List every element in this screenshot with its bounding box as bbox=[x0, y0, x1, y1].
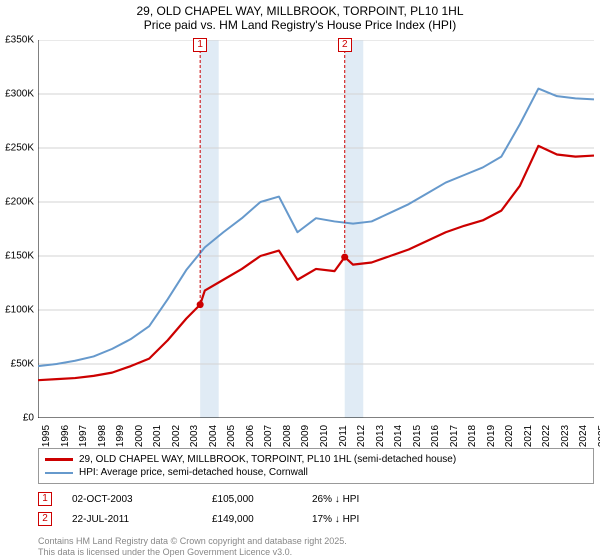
chart-marker-1: 1 bbox=[193, 38, 207, 52]
footer-line-1: Contains HM Land Registry data © Crown c… bbox=[38, 536, 347, 547]
y-tick-label: £150K bbox=[5, 251, 34, 262]
footer-attribution: Contains HM Land Registry data © Crown c… bbox=[38, 536, 347, 558]
legend-swatch bbox=[45, 458, 73, 460]
legend-swatch bbox=[45, 472, 73, 474]
x-tick-label: 2017 bbox=[449, 425, 460, 447]
y-tick-label: £50K bbox=[11, 359, 34, 370]
x-tick-label: 2020 bbox=[504, 425, 515, 447]
title-line-2: Price paid vs. HM Land Registry's House … bbox=[0, 18, 600, 32]
legend-row: HPI: Average price, semi-detached house,… bbox=[45, 466, 587, 479]
x-tick-label: 2005 bbox=[226, 425, 237, 447]
y-tick-label: £300K bbox=[5, 89, 34, 100]
x-tick-label: 2021 bbox=[523, 425, 534, 447]
sale-row-1: 1 02-OCT-2003 £105,000 26% ↓ HPI bbox=[38, 492, 594, 506]
legend-row: 29, OLD CHAPEL WAY, MILLBROOK, TORPOINT,… bbox=[45, 453, 587, 466]
sale-row-2: 2 22-JUL-2011 £149,000 17% ↓ HPI bbox=[38, 512, 594, 526]
x-tick-label: 2002 bbox=[171, 425, 182, 447]
x-tick-label: 2008 bbox=[282, 425, 293, 447]
sale-price-1: £105,000 bbox=[212, 494, 312, 505]
sale-date-2: 22-JUL-2011 bbox=[72, 514, 212, 525]
sale-diff-1: 26% ↓ HPI bbox=[312, 494, 432, 505]
sale-price-2: £149,000 bbox=[212, 514, 312, 525]
x-tick-label: 2015 bbox=[412, 425, 423, 447]
x-tick-label: 2016 bbox=[430, 425, 441, 447]
x-tick-label: 2009 bbox=[300, 425, 311, 447]
y-tick-label: £100K bbox=[5, 305, 34, 316]
title-block: 29, OLD CHAPEL WAY, MILLBROOK, TORPOINT,… bbox=[0, 0, 600, 32]
x-tick-label: 1996 bbox=[60, 425, 71, 447]
x-tick-label: 2003 bbox=[189, 425, 200, 447]
x-tick-label: 2024 bbox=[578, 425, 589, 447]
x-tick-label: 2019 bbox=[486, 425, 497, 447]
x-tick-label: 1999 bbox=[115, 425, 126, 447]
x-tick-label: 1995 bbox=[41, 425, 52, 447]
sale-marker-2-icon: 2 bbox=[38, 512, 52, 526]
y-axis: £0£50K£100K£150K£200K£250K£300K£350K bbox=[0, 40, 36, 418]
y-tick-label: £250K bbox=[5, 143, 34, 154]
legend-label: 29, OLD CHAPEL WAY, MILLBROOK, TORPOINT,… bbox=[79, 454, 456, 465]
x-tick-label: 2010 bbox=[319, 425, 330, 447]
legend-box: 29, OLD CHAPEL WAY, MILLBROOK, TORPOINT,… bbox=[38, 448, 594, 484]
x-tick-label: 2001 bbox=[152, 425, 163, 447]
chart-area: £0£50K£100K£150K£200K£250K£300K£350K 199… bbox=[38, 40, 594, 418]
x-tick-label: 2000 bbox=[134, 425, 145, 447]
x-tick-label: 2018 bbox=[467, 425, 478, 447]
y-tick-label: £0 bbox=[23, 413, 34, 424]
y-tick-label: £200K bbox=[5, 197, 34, 208]
x-axis: 1995199619971998199920002001200220032004… bbox=[38, 418, 594, 438]
x-tick-label: 2006 bbox=[245, 425, 256, 447]
sale-marker-1-icon: 1 bbox=[38, 492, 52, 506]
x-tick-label: 1997 bbox=[78, 425, 89, 447]
chart-container: 29, OLD CHAPEL WAY, MILLBROOK, TORPOINT,… bbox=[0, 0, 600, 560]
sale-date-1: 02-OCT-2003 bbox=[72, 494, 212, 505]
x-tick-label: 2004 bbox=[208, 425, 219, 447]
plot-svg bbox=[38, 40, 594, 418]
title-line-1: 29, OLD CHAPEL WAY, MILLBROOK, TORPOINT,… bbox=[0, 4, 600, 18]
footer-line-2: This data is licensed under the Open Gov… bbox=[38, 547, 347, 558]
x-tick-label: 2012 bbox=[356, 425, 367, 447]
x-tick-label: 2013 bbox=[375, 425, 386, 447]
x-tick-label: 2023 bbox=[560, 425, 571, 447]
x-tick-label: 2011 bbox=[338, 425, 349, 447]
y-tick-label: £350K bbox=[5, 35, 34, 46]
x-tick-label: 1998 bbox=[97, 425, 108, 447]
sale-diff-2: 17% ↓ HPI bbox=[312, 514, 432, 525]
x-tick-label: 2014 bbox=[393, 425, 404, 447]
x-tick-label: 2007 bbox=[263, 425, 274, 447]
legend-label: HPI: Average price, semi-detached house,… bbox=[79, 467, 308, 478]
chart-marker-2: 2 bbox=[338, 38, 352, 52]
x-tick-label: 2022 bbox=[541, 425, 552, 447]
